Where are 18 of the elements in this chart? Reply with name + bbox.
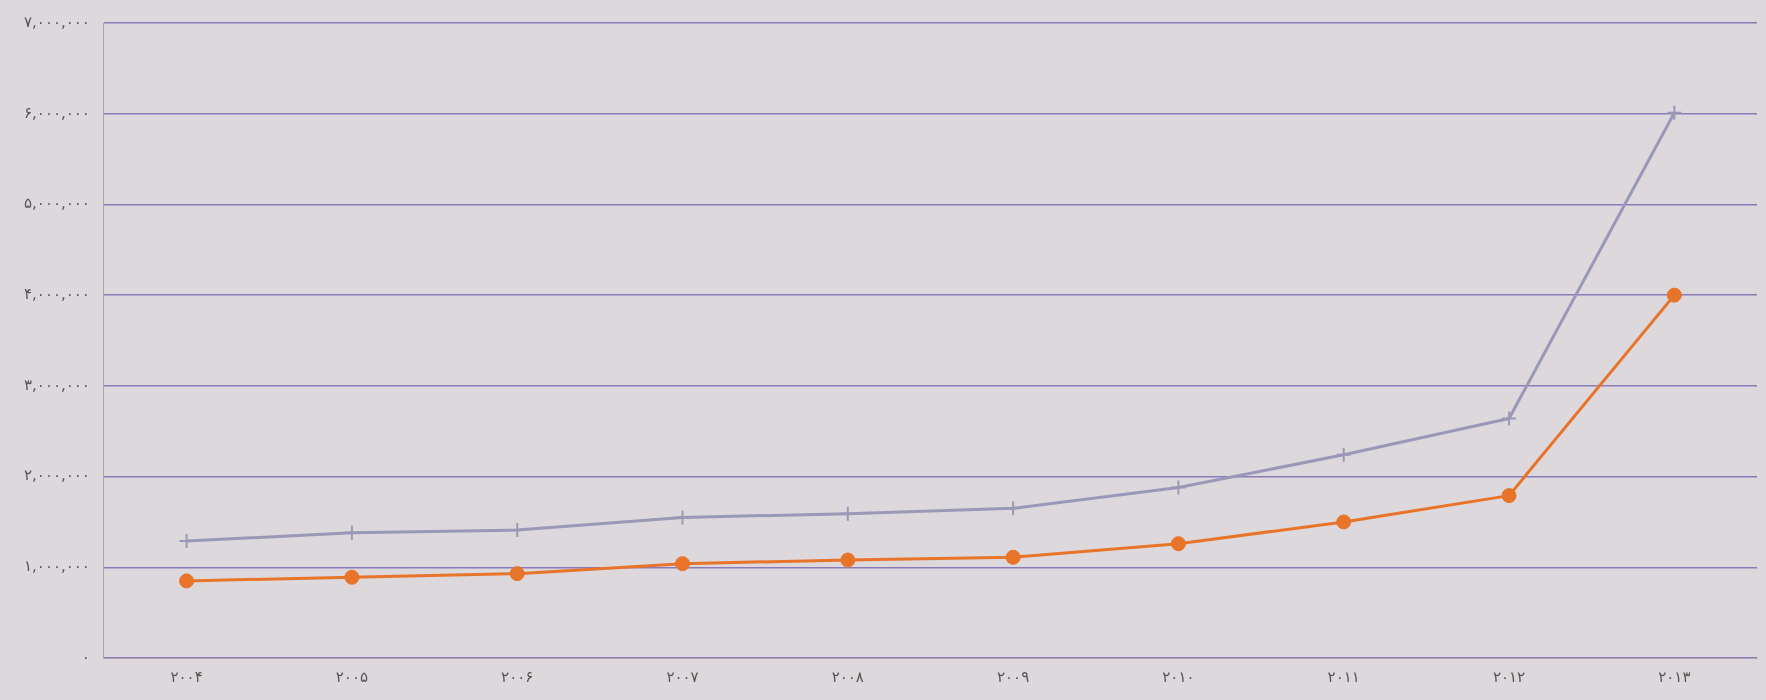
y-tick-label: ۱,۰۰۰,۰۰۰ [24,557,90,576]
x-tick-label: ۲۰۰۷ [666,667,699,686]
x-tick-label: ۲۰۰۵ [335,667,369,686]
x-tick-label: ۲۰۰۸ [831,667,864,686]
y-tick-label: ۲,۰۰۰,۰۰۰ [24,466,90,485]
x-tick-label: ۲۰۱۰ [1162,667,1195,686]
x-tick-label: ۲۰۱۱ [1327,667,1360,686]
x-tick-label: ۲۰۱۲ [1492,667,1526,686]
x-tick-label: ۲۰۰۶ [501,667,534,686]
y-tick-label: ۰ [81,647,90,666]
y-tick-label: ۴,۰۰۰,۰۰۰ [24,285,90,304]
y-tick-label: ۳,۰۰۰,۰۰۰ [24,375,90,394]
y-tick-label: ۶,۰۰۰,۰۰۰ [24,103,90,122]
x-tick-label: ۲۰۰۹ [997,667,1030,686]
y-tick-label: ۵,۰۰۰,۰۰۰ [24,194,90,213]
x-tick-label: ۲۰۰۴ [170,667,203,686]
x-tick-label: ۲۰۱۳ [1658,667,1691,686]
y-tick-label: ۷,۰۰۰,۰۰۰ [24,12,90,31]
